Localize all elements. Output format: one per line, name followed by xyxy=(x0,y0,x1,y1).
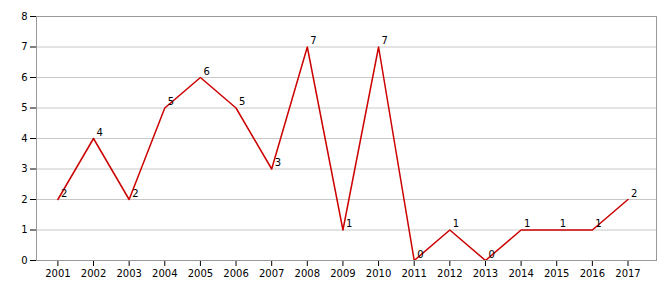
svg-text:2: 2 xyxy=(21,194,27,205)
svg-text:2: 2 xyxy=(631,188,637,199)
svg-text:2014: 2014 xyxy=(508,268,533,279)
svg-text:2002: 2002 xyxy=(81,268,106,279)
svg-text:2011: 2011 xyxy=(401,268,426,279)
svg-text:2012: 2012 xyxy=(437,268,462,279)
svg-text:0: 0 xyxy=(488,249,494,260)
svg-text:7: 7 xyxy=(21,41,27,52)
svg-text:2010: 2010 xyxy=(366,268,391,279)
svg-text:2016: 2016 xyxy=(580,268,605,279)
svg-text:8: 8 xyxy=(21,11,27,22)
svg-text:3: 3 xyxy=(275,157,281,168)
svg-text:5: 5 xyxy=(21,102,27,113)
svg-text:7: 7 xyxy=(310,35,316,46)
svg-text:2001: 2001 xyxy=(45,268,70,279)
svg-text:0: 0 xyxy=(21,255,27,266)
svg-text:0: 0 xyxy=(417,249,423,260)
svg-text:2004: 2004 xyxy=(152,268,177,279)
svg-text:6: 6 xyxy=(21,72,27,83)
svg-text:1: 1 xyxy=(453,218,459,229)
svg-text:2005: 2005 xyxy=(188,268,213,279)
svg-text:4: 4 xyxy=(21,133,27,144)
svg-text:2007: 2007 xyxy=(259,268,284,279)
svg-text:2003: 2003 xyxy=(116,268,141,279)
svg-text:5: 5 xyxy=(239,96,245,107)
svg-text:1: 1 xyxy=(524,218,530,229)
svg-text:2013: 2013 xyxy=(473,268,498,279)
svg-text:4: 4 xyxy=(97,127,103,138)
svg-text:2009: 2009 xyxy=(330,268,355,279)
svg-text:3: 3 xyxy=(21,163,27,174)
svg-text:2: 2 xyxy=(132,188,138,199)
svg-text:1: 1 xyxy=(560,218,566,229)
svg-text:6: 6 xyxy=(203,66,209,77)
svg-text:2: 2 xyxy=(61,188,67,199)
svg-text:1: 1 xyxy=(595,218,601,229)
svg-text:2008: 2008 xyxy=(295,268,320,279)
svg-text:2015: 2015 xyxy=(544,268,569,279)
svg-text:1: 1 xyxy=(21,224,27,235)
svg-text:7: 7 xyxy=(382,35,388,46)
svg-text:2017: 2017 xyxy=(615,268,640,279)
svg-text:1: 1 xyxy=(346,218,352,229)
svg-text:5: 5 xyxy=(168,96,174,107)
svg-text:2006: 2006 xyxy=(223,268,248,279)
